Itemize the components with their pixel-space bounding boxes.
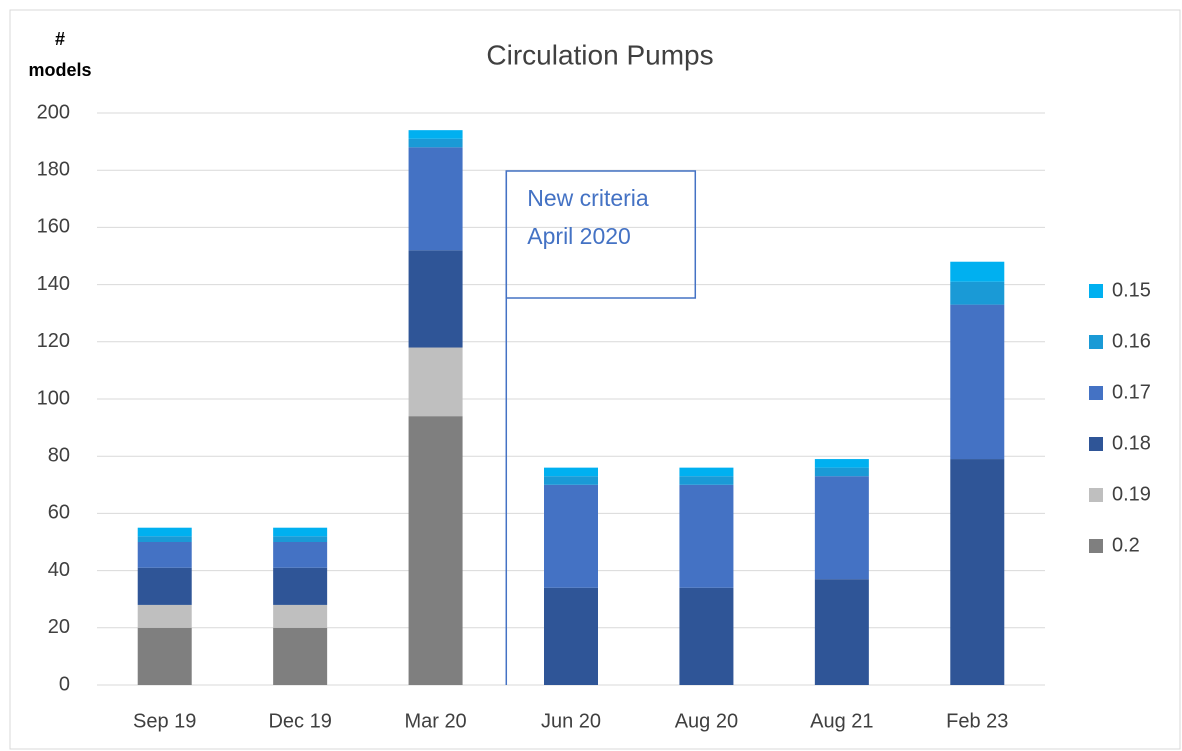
chart-title: Circulation Pumps (486, 39, 713, 70)
bar-segment (137, 627, 192, 685)
annotation-box (505, 170, 697, 299)
bar-segment (273, 536, 328, 542)
y-tick-label: 160 (37, 216, 70, 238)
y-tick-label: 200 (37, 101, 70, 123)
y-tick-label: 60 (48, 502, 70, 524)
legend-label: 0.15 (1112, 279, 1151, 301)
bar-segment (408, 147, 463, 251)
legend-label: 0.18 (1112, 432, 1151, 454)
y-tick-label: 80 (48, 444, 70, 466)
annotation-text: April 2020 (527, 223, 631, 249)
legend-label: 0.19 (1112, 483, 1151, 505)
legend-label: 0.2 (1112, 534, 1140, 556)
bar-segment (950, 304, 1005, 460)
bar-segment (137, 536, 192, 542)
bar-segment (408, 416, 463, 685)
bar-segment (679, 476, 734, 485)
legend-swatch (1089, 539, 1103, 553)
bar-segment (408, 138, 463, 148)
y-tick-label: 20 (48, 616, 70, 638)
bar-segment (814, 476, 869, 580)
bar-segment (679, 587, 734, 685)
bar-segment (950, 261, 1005, 282)
legend-label: 0.17 (1112, 381, 1151, 403)
x-tick-label: Feb 23 (946, 710, 1008, 732)
bar-segment (273, 527, 328, 537)
y-tick-label: 120 (37, 330, 70, 352)
bar-segment (544, 587, 598, 685)
y-tick-label: 140 (37, 273, 70, 295)
bar-segment (408, 130, 463, 139)
x-tick-label: Mar 20 (404, 710, 466, 732)
legend-swatch (1089, 488, 1103, 502)
bar-segment (814, 459, 869, 468)
bar-segment (679, 484, 734, 588)
legend-swatch (1089, 335, 1103, 349)
bar-segment (544, 476, 598, 485)
y-axis-label: models (28, 60, 91, 80)
bar-segment (408, 347, 463, 417)
bar-segment (544, 484, 598, 588)
x-tick-label: Dec 19 (268, 710, 331, 732)
bar-segment (273, 604, 328, 628)
x-tick-label: Aug 20 (675, 710, 738, 732)
bar-segment (137, 567, 192, 605)
legend-swatch (1089, 437, 1103, 451)
bar-segment (679, 467, 734, 477)
y-tick-label: 180 (37, 158, 70, 180)
legend-swatch (1089, 284, 1103, 298)
y-tick-label: 40 (48, 559, 70, 581)
x-tick-label: Aug 21 (810, 710, 873, 732)
bar-segment (950, 459, 1005, 685)
bar-segment (273, 567, 328, 605)
legend-label: 0.16 (1112, 330, 1151, 352)
y-tick-label: 100 (37, 387, 70, 409)
annotation-text: New criteria (527, 185, 649, 211)
bar-segment (273, 542, 328, 568)
bar-segment (950, 281, 1005, 305)
bar-segment (544, 467, 598, 477)
bar-segment (814, 467, 869, 477)
legend-swatch (1089, 386, 1103, 400)
bar-segment (408, 250, 463, 348)
y-tick-label: 0 (59, 673, 70, 695)
bar-segment (137, 542, 192, 568)
x-tick-label: Sep 19 (133, 710, 196, 732)
y-axis-label: # (55, 29, 65, 49)
bar-segment (814, 579, 869, 685)
bar-segment (273, 627, 328, 685)
x-tick-label: Jun 20 (541, 710, 601, 732)
bar-segment (137, 604, 192, 628)
bar-segment (137, 527, 192, 537)
